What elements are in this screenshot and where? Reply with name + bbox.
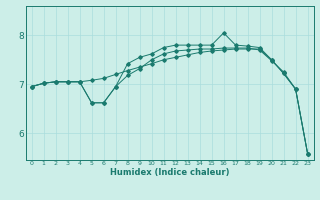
- X-axis label: Humidex (Indice chaleur): Humidex (Indice chaleur): [110, 168, 229, 177]
